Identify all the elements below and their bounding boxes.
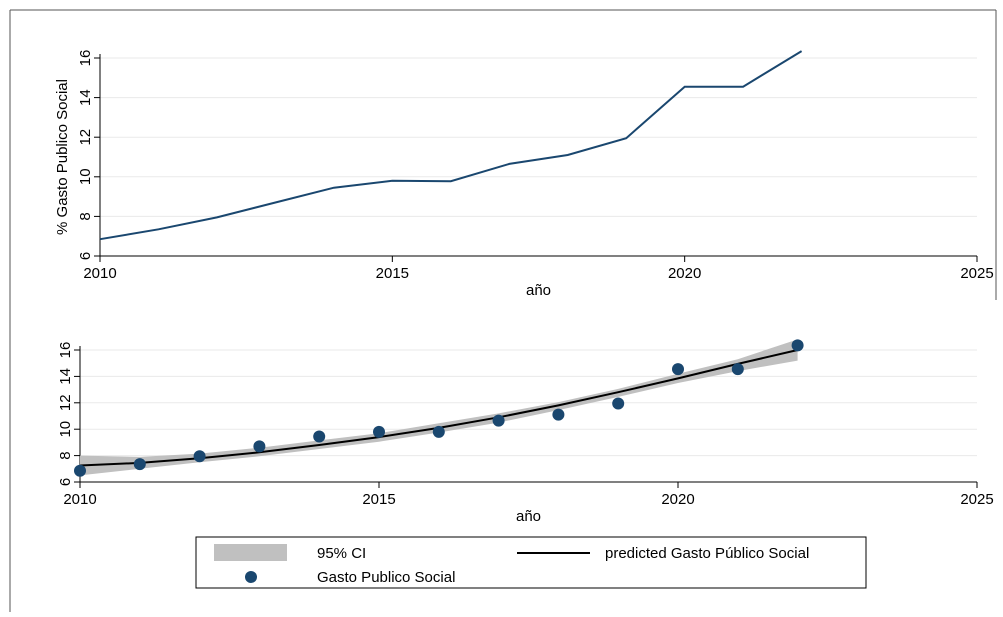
legend-predicted-label: predicted Gasto Público Social: [605, 545, 809, 562]
x-axis-title: año: [526, 282, 551, 299]
x-tick-label: 2010: [63, 491, 96, 508]
y-axis-title: % Gasto Publico Social: [54, 79, 71, 235]
legend-points-swatch: [245, 571, 257, 583]
y-tick-label: 12: [57, 394, 74, 411]
y-tick-label: 12: [77, 129, 94, 146]
x-tick-label: 2025: [960, 265, 993, 282]
predicted-line: [79, 349, 798, 467]
data-point: [133, 458, 146, 471]
x-axis-title: año: [516, 508, 541, 525]
data-point: [492, 414, 505, 427]
legend: 95% CI predicted Gasto Público Social Ga…: [195, 536, 867, 589]
y-tick-label: 10: [77, 168, 94, 185]
x-tick-label: 2015: [362, 491, 395, 508]
y-tick-label: 6: [57, 478, 74, 486]
data-point: [253, 440, 266, 453]
x-tick-label: 2025: [960, 491, 993, 508]
legend-points-label: Gasto Publico Social: [317, 569, 455, 586]
legend-box: [195, 536, 867, 589]
y-tick-label: 16: [77, 50, 94, 67]
y-tick-label: 14: [57, 368, 74, 385]
x-tick-label: 2010: [83, 265, 116, 282]
data-point: [313, 430, 326, 443]
bottom-fit-chart: 6 8 10 12 14 16 2010 2015 2020 2025 año: [57, 339, 994, 525]
series-line: [99, 50, 803, 241]
x-tick-label: 2020: [668, 265, 701, 282]
top-line-chart: 6 8 10 12 14 16 2010 2015 2020 2025 año % Gasto Pub…: [54, 50, 994, 299]
x-tick-label: 2020: [661, 491, 694, 508]
y-tick-label: 16: [57, 342, 74, 359]
y-tick-label: 8: [77, 212, 94, 220]
y-tick-label: 6: [77, 252, 94, 260]
data-point: [432, 425, 445, 438]
legend-ci-swatch: [214, 544, 287, 561]
y-tick-label: 10: [57, 421, 74, 438]
data-point: [373, 425, 385, 438]
data-point: [74, 464, 86, 477]
data-point: [552, 408, 565, 421]
data-point: [612, 397, 625, 410]
x-tick-label: 2015: [376, 265, 409, 282]
data-point: [731, 363, 744, 376]
data-point: [193, 450, 206, 463]
ci-band: [80, 339, 798, 476]
data-point: [791, 339, 804, 352]
y-tick-label: 8: [57, 451, 74, 459]
y-tick-label: 14: [77, 89, 94, 106]
legend-ci-label: 95% CI: [317, 545, 366, 562]
data-point: [672, 363, 684, 376]
